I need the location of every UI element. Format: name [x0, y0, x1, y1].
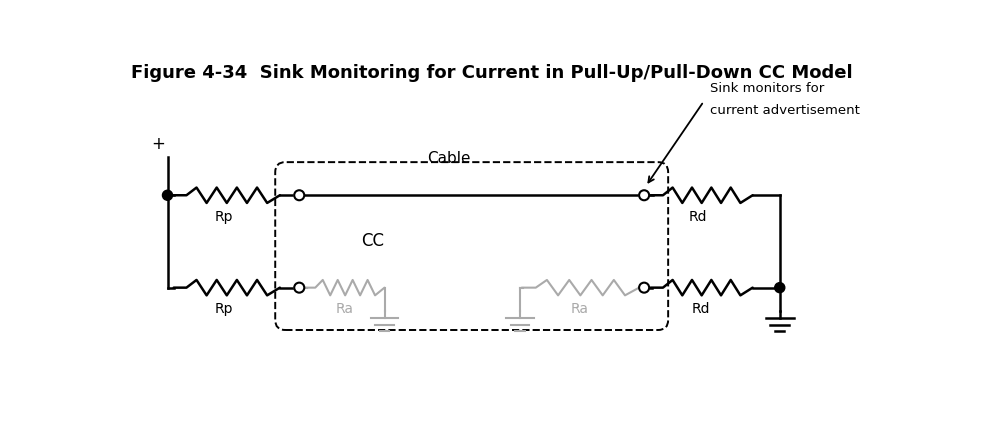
Text: +: + — [151, 135, 165, 153]
Text: Figure 4-34  Sink Monitoring for Current in Pull-Up/Pull-Down CC Model: Figure 4-34 Sink Monitoring for Current … — [131, 64, 853, 82]
Circle shape — [163, 190, 173, 200]
Text: current advertisement: current advertisement — [710, 104, 860, 117]
Circle shape — [774, 282, 785, 293]
Text: Ra: Ra — [336, 302, 354, 316]
Text: Rd: Rd — [689, 210, 707, 224]
Circle shape — [295, 282, 305, 293]
Circle shape — [639, 282, 649, 293]
Text: CC: CC — [362, 232, 385, 250]
Text: Sink monitors for: Sink monitors for — [710, 82, 824, 95]
Circle shape — [639, 190, 649, 200]
Text: Rp: Rp — [215, 302, 233, 316]
Text: Ra: Ra — [570, 302, 588, 316]
Circle shape — [295, 190, 305, 200]
Text: Rd: Rd — [691, 302, 710, 316]
Text: Cable: Cable — [427, 151, 471, 166]
Text: Rp: Rp — [215, 210, 233, 224]
